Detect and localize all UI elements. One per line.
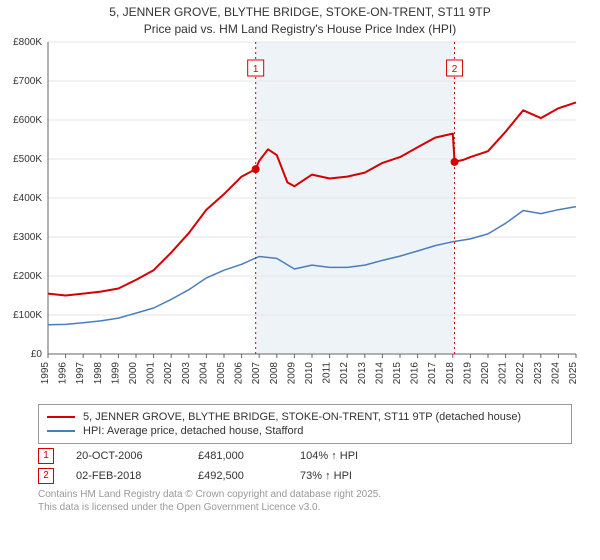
svg-text:2013: 2013 xyxy=(357,361,368,384)
legend-label: HPI: Average price, detached house, Staf… xyxy=(83,425,303,437)
event-row: 2 02-FEB-2018 £492,500 73% ↑ HPI xyxy=(38,468,572,484)
svg-text:1995: 1995 xyxy=(40,361,51,384)
svg-text:2019: 2019 xyxy=(462,361,473,384)
legend-swatch xyxy=(47,416,75,418)
legend: 5, JENNER GROVE, BLYTHE BRIDGE, STOKE-ON… xyxy=(38,404,572,444)
line-chart: £0 £100K £200K £300K £400K £500K £600K £700K £80… xyxy=(0,38,600,398)
svg-text:2003: 2003 xyxy=(181,361,192,384)
footer-line1: Contains HM Land Registry data © Crown c… xyxy=(38,488,572,501)
svg-text:2007: 2007 xyxy=(251,361,262,384)
legend-item: HPI: Average price, detached house, Staf… xyxy=(47,425,563,437)
svg-text:£800K: £800K xyxy=(13,38,42,48)
svg-text:1: 1 xyxy=(253,64,259,75)
title-line2: Price paid vs. HM Land Registry's House … xyxy=(0,21,600,38)
legend-swatch xyxy=(47,430,75,432)
svg-text:£300K: £300K xyxy=(13,232,42,243)
svg-text:£600K: £600K xyxy=(13,115,42,126)
footer-line2: This data is licensed under the Open Gov… xyxy=(38,501,572,514)
event-pct: 73% ↑ HPI xyxy=(300,470,380,482)
svg-text:£400K: £400K xyxy=(13,193,42,204)
legend-item: 5, JENNER GROVE, BLYTHE BRIDGE, STOKE-ON… xyxy=(47,411,563,423)
svg-text:2014: 2014 xyxy=(374,361,385,384)
event-marker-icon: 2 xyxy=(38,468,54,484)
svg-text:2024: 2024 xyxy=(550,361,561,384)
svg-text:2011: 2011 xyxy=(322,361,333,383)
chart-area: £0 £100K £200K £300K £400K £500K £600K £700K £80… xyxy=(0,38,600,398)
svg-text:1997: 1997 xyxy=(75,361,86,384)
svg-text:2: 2 xyxy=(452,64,458,75)
svg-text:2016: 2016 xyxy=(410,361,421,384)
svg-text:2004: 2004 xyxy=(198,361,209,384)
svg-text:2025: 2025 xyxy=(568,361,579,384)
event-marker-icon: 1 xyxy=(38,448,54,464)
svg-text:2000: 2000 xyxy=(128,361,139,384)
svg-text:2010: 2010 xyxy=(304,361,315,384)
legend-label: 5, JENNER GROVE, BLYTHE BRIDGE, STOKE-ON… xyxy=(83,411,521,423)
svg-text:2017: 2017 xyxy=(427,361,438,384)
svg-text:2015: 2015 xyxy=(392,361,403,384)
svg-text:2022: 2022 xyxy=(515,361,526,384)
svg-text:£500K: £500K xyxy=(13,154,42,165)
svg-text:£700K: £700K xyxy=(13,76,42,87)
svg-text:2006: 2006 xyxy=(234,361,245,384)
svg-text:2020: 2020 xyxy=(480,361,491,384)
event-date: 20-OCT-2006 xyxy=(76,450,176,462)
svg-text:2005: 2005 xyxy=(216,361,227,384)
svg-text:2018: 2018 xyxy=(445,361,456,384)
events-table: 1 20-OCT-2006 £481,000 104% ↑ HPI 2 02-FEB-20… xyxy=(38,448,572,484)
footer-attribution: Contains HM Land Registry data © Crown c… xyxy=(38,488,572,514)
svg-text:2012: 2012 xyxy=(339,361,350,384)
svg-text:2008: 2008 xyxy=(269,361,280,384)
svg-text:£100K: £100K xyxy=(13,310,42,321)
svg-text:2009: 2009 xyxy=(286,361,297,384)
event-date: 02-FEB-2018 xyxy=(76,470,176,482)
svg-text:1996: 1996 xyxy=(58,361,69,384)
chart-title: 5, JENNER GROVE, BLYTHE BRIDGE, STOKE-ON… xyxy=(0,0,600,38)
event-price: £481,000 xyxy=(198,450,278,462)
svg-text:2002: 2002 xyxy=(163,361,174,384)
svg-text:2001: 2001 xyxy=(146,361,157,384)
title-line1: 5, JENNER GROVE, BLYTHE BRIDGE, STOKE-ON… xyxy=(0,4,600,21)
svg-text:1999: 1999 xyxy=(110,361,121,384)
event-row: 1 20-OCT-2006 £481,000 104% ↑ HPI xyxy=(38,448,572,464)
svg-text:£0: £0 xyxy=(31,349,43,360)
event-pct: 104% ↑ HPI xyxy=(300,450,380,462)
svg-text:£200K: £200K xyxy=(13,271,42,282)
svg-text:2023: 2023 xyxy=(533,361,544,384)
svg-text:2021: 2021 xyxy=(498,361,509,384)
event-price: £492,500 xyxy=(198,470,278,482)
svg-text:1998: 1998 xyxy=(93,361,104,384)
